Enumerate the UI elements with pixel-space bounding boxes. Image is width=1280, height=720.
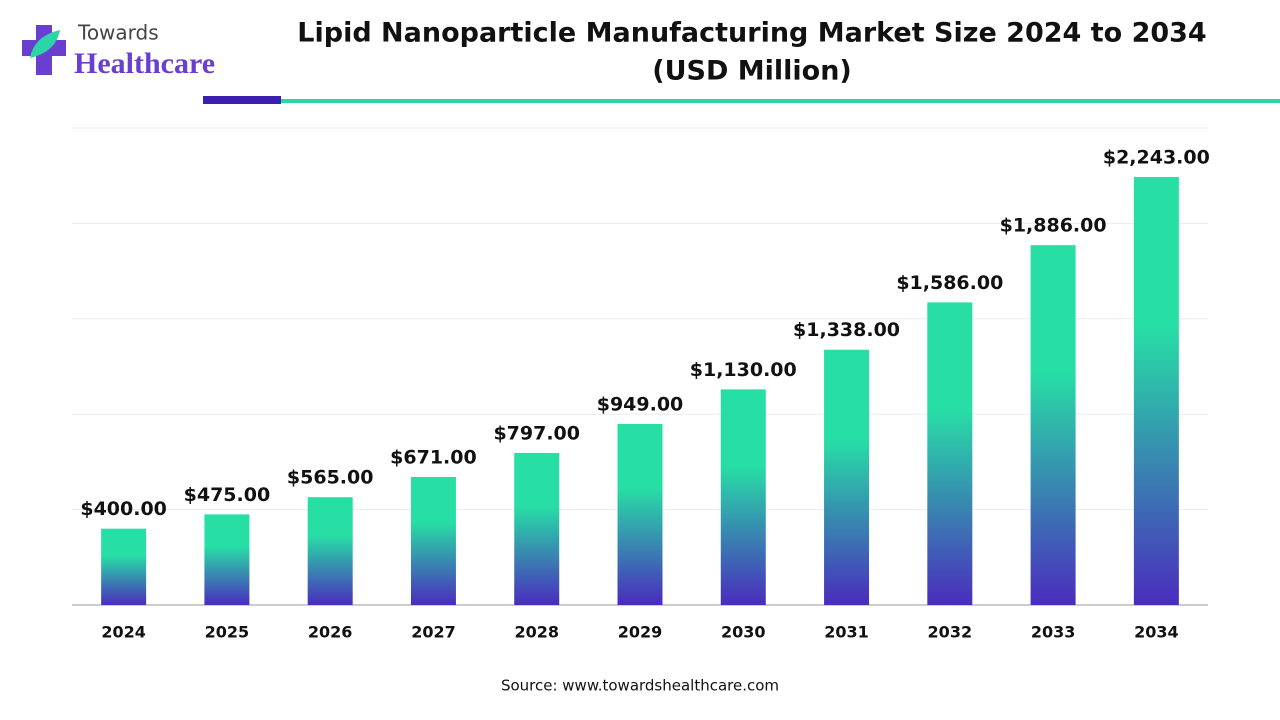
- value-label: $1,130.00: [690, 359, 797, 381]
- chart-title: Lipid Nanoparticle Manufacturing Market …: [297, 18, 1206, 49]
- x-tick-label: 2032: [928, 623, 973, 642]
- x-tick-label: 2031: [824, 623, 869, 642]
- value-label: $671.00: [390, 446, 477, 468]
- source: Source: www.towardshealthcare.com: [501, 677, 779, 695]
- value-label: $2,243.00: [1103, 147, 1210, 169]
- value-label: $1,886.00: [1000, 215, 1107, 237]
- x-tick-label: 2029: [618, 623, 663, 642]
- value-label: $1,586.00: [896, 272, 1003, 294]
- logo: Towards Healthcare: [22, 21, 215, 80]
- logo-top: Towards: [77, 21, 159, 45]
- x-tick-label: 2030: [721, 623, 766, 642]
- value-label: $475.00: [184, 484, 271, 506]
- bar: [101, 528, 147, 605]
- chart-subtitle: (USD Million): [652, 56, 852, 87]
- bar: [927, 302, 973, 605]
- bar: [307, 497, 353, 605]
- bar: [617, 423, 663, 605]
- value-label: $1,338.00: [793, 319, 900, 341]
- x-tick-label: 2025: [205, 623, 250, 642]
- bar: [824, 349, 870, 605]
- bar: [1133, 177, 1179, 606]
- x-tick-label: 2027: [411, 623, 456, 642]
- value-label: $797.00: [493, 422, 580, 444]
- logo-bottom: Healthcare: [74, 47, 215, 80]
- bar: [720, 389, 766, 605]
- logo-leaf: [30, 30, 60, 58]
- bar: [514, 452, 560, 605]
- x-tick-label: 2028: [514, 623, 559, 642]
- x-tick-label: 2033: [1031, 623, 1076, 642]
- bar: [204, 514, 250, 605]
- x-tick-label: 2024: [101, 623, 146, 642]
- x-tick-label: 2034: [1134, 623, 1179, 642]
- value-label: $949.00: [597, 393, 684, 415]
- value-label: $400.00: [80, 498, 167, 520]
- header-accent: [203, 96, 281, 104]
- header-rule: [281, 99, 1280, 103]
- value-label: $565.00: [287, 467, 374, 489]
- bar: [1030, 245, 1076, 606]
- bar: [410, 476, 456, 605]
- x-tick-label: 2026: [308, 623, 353, 642]
